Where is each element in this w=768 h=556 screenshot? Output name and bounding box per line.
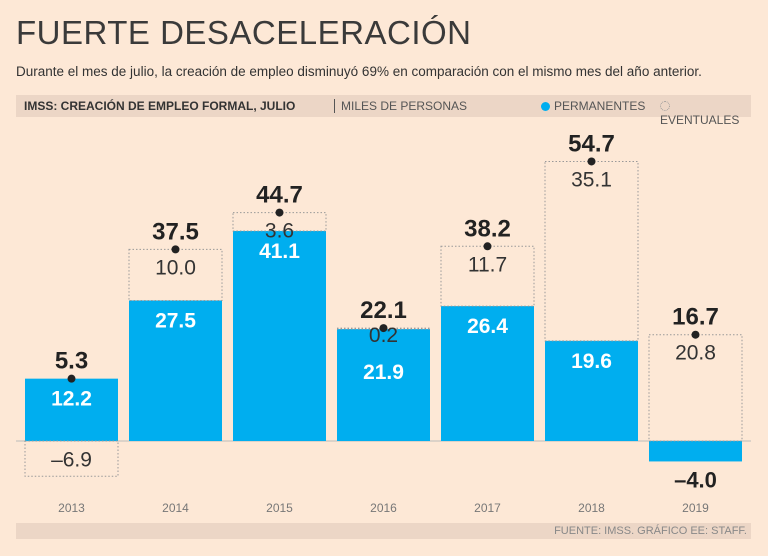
label-total: 37.5 xyxy=(152,218,199,245)
total-dot xyxy=(587,157,596,166)
x-tick-label: 2013 xyxy=(58,501,85,515)
header-label: IMSS: CREACIÓN DE EMPLEO FORMAL, JULIO xyxy=(24,99,296,113)
source-bar: FUENTE: IMSS. GRÁFICO EE: STAFF. xyxy=(16,523,751,539)
bar-permanentes xyxy=(25,378,118,441)
label-permanentes: 41.1 xyxy=(259,240,300,263)
bar-permanentes xyxy=(129,300,222,441)
label-total: 22.1 xyxy=(360,297,407,324)
total-dot xyxy=(67,374,76,383)
label-permanentes: 26.4 xyxy=(467,315,508,338)
total-dot xyxy=(275,208,284,217)
x-tick-label: 2018 xyxy=(578,501,605,515)
x-tick-label: 2014 xyxy=(162,501,189,515)
label-total: 16.7 xyxy=(672,304,719,331)
bar-permanentes xyxy=(545,340,638,441)
legend-dot-filled-icon xyxy=(541,102,550,111)
label-total: 44.7 xyxy=(256,182,303,209)
legend-permanentes: PERMANENTES xyxy=(541,99,645,113)
legend-eventuales: EVENTUALES xyxy=(660,99,751,127)
label-eventuales: 20.8 xyxy=(675,342,716,365)
bar-permanentes xyxy=(649,441,742,462)
x-tick-label: 2016 xyxy=(370,501,397,515)
label-eventuales: 11.7 xyxy=(468,253,507,276)
label-eventuales: 3.6 xyxy=(265,220,294,243)
legend-dot-outline-icon xyxy=(660,101,670,111)
total-dot xyxy=(691,330,700,339)
bar-permanentes xyxy=(233,230,326,441)
header-bar: IMSS: CREACIÓN DE EMPLEO FORMAL, JULIO M… xyxy=(16,95,751,127)
label-total: 38.2 xyxy=(464,215,511,242)
label-permanentes: 27.5 xyxy=(155,309,196,332)
label-eventuales: –6.9 xyxy=(51,449,92,472)
x-tick-label: 2017 xyxy=(474,501,501,515)
legend-label: EVENTUALES xyxy=(660,113,740,127)
label-eventuales: 10.0 xyxy=(155,256,196,279)
chart-title: FUERTE DESACELERACIÓN xyxy=(16,14,472,51)
label-eventuales: 35.1 xyxy=(571,168,612,191)
label-total: 54.7 xyxy=(568,130,615,157)
header-unit: MILES DE PERSONAS xyxy=(334,99,467,113)
x-tick-label: 2015 xyxy=(266,501,293,515)
chart-subtitle: Durante el mes de julio, la creación de … xyxy=(16,64,702,79)
bar-permanentes xyxy=(441,306,534,441)
label-eventuales: 0.2 xyxy=(369,324,398,347)
legend-label: PERMANENTES xyxy=(554,99,646,113)
label-permanentes: 21.9 xyxy=(363,361,404,384)
box-eventuales xyxy=(24,440,119,477)
label-permanentes: 12.2 xyxy=(51,388,92,411)
bar-permanentes xyxy=(337,329,430,441)
label-total: 5.3 xyxy=(55,348,88,375)
source-text: FUENTE: IMSS. GRÁFICO EE: STAFF. xyxy=(554,525,747,537)
total-dot xyxy=(379,324,388,333)
total-dot xyxy=(171,245,180,254)
total-dot xyxy=(483,242,492,251)
label-permanentes: 19.6 xyxy=(571,350,612,373)
label-permanentes: –4.0 xyxy=(674,467,717,492)
x-tick-label: 2019 xyxy=(682,501,709,515)
